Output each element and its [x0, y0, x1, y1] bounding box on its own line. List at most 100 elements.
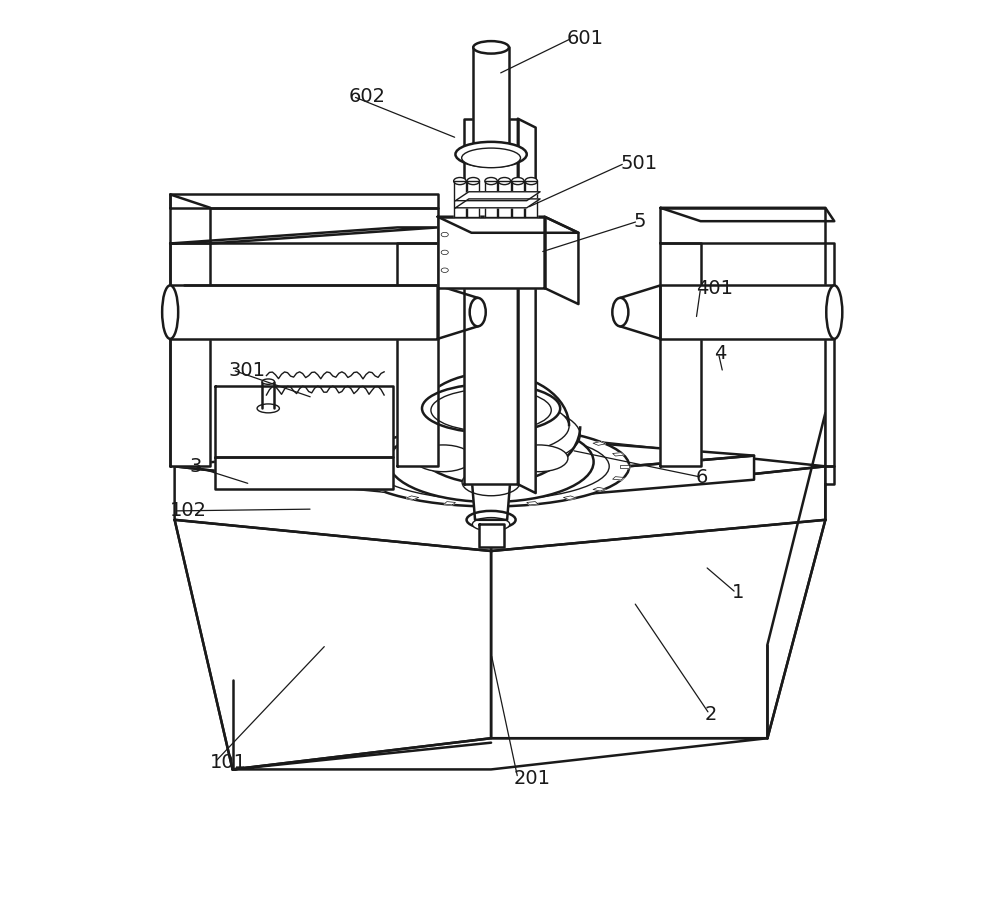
Text: 4: 4	[714, 344, 726, 362]
Polygon shape	[464, 118, 518, 484]
Polygon shape	[473, 48, 509, 154]
Polygon shape	[215, 386, 393, 457]
Ellipse shape	[471, 454, 511, 470]
Polygon shape	[660, 208, 834, 222]
Polygon shape	[620, 285, 660, 339]
Polygon shape	[491, 520, 825, 738]
Polygon shape	[444, 428, 455, 431]
Polygon shape	[438, 285, 478, 339]
Polygon shape	[487, 426, 496, 429]
Polygon shape	[455, 192, 540, 201]
Ellipse shape	[525, 178, 537, 185]
Polygon shape	[259, 435, 754, 478]
Polygon shape	[358, 476, 370, 480]
Ellipse shape	[389, 422, 594, 502]
Ellipse shape	[414, 445, 472, 472]
Polygon shape	[170, 243, 210, 466]
Polygon shape	[455, 199, 540, 208]
Ellipse shape	[462, 469, 520, 496]
Text: 102: 102	[170, 501, 207, 520]
Polygon shape	[563, 496, 576, 500]
Polygon shape	[660, 208, 825, 243]
Ellipse shape	[257, 404, 279, 413]
Text: 601: 601	[567, 29, 604, 48]
Polygon shape	[170, 228, 438, 243]
Polygon shape	[406, 496, 419, 500]
Ellipse shape	[485, 178, 497, 185]
Ellipse shape	[612, 298, 628, 327]
Polygon shape	[660, 243, 701, 466]
Text: 101: 101	[210, 753, 247, 771]
Text: 401: 401	[696, 279, 733, 298]
Text: 201: 201	[513, 769, 550, 788]
Text: 301: 301	[228, 361, 265, 379]
Polygon shape	[825, 243, 834, 466]
Polygon shape	[175, 466, 491, 551]
Polygon shape	[593, 487, 605, 491]
Text: 602: 602	[348, 87, 385, 106]
Ellipse shape	[413, 397, 569, 455]
Polygon shape	[377, 441, 389, 445]
Polygon shape	[767, 413, 825, 738]
Ellipse shape	[441, 268, 448, 273]
Ellipse shape	[422, 384, 560, 433]
Polygon shape	[487, 504, 496, 507]
Ellipse shape	[826, 285, 842, 339]
Polygon shape	[444, 501, 455, 505]
Text: 1: 1	[732, 583, 744, 603]
Ellipse shape	[441, 232, 448, 237]
Polygon shape	[175, 520, 491, 770]
Polygon shape	[175, 431, 825, 502]
Polygon shape	[471, 475, 511, 520]
Polygon shape	[170, 195, 438, 208]
Polygon shape	[527, 428, 538, 431]
Ellipse shape	[454, 178, 466, 185]
Polygon shape	[233, 738, 767, 770]
Ellipse shape	[431, 388, 551, 431]
Polygon shape	[825, 466, 834, 484]
Polygon shape	[454, 181, 466, 217]
Ellipse shape	[470, 298, 486, 327]
Ellipse shape	[473, 148, 509, 161]
Polygon shape	[512, 181, 524, 217]
Polygon shape	[527, 501, 538, 505]
Ellipse shape	[510, 445, 568, 472]
Polygon shape	[518, 118, 536, 493]
Ellipse shape	[455, 142, 527, 167]
Ellipse shape	[402, 402, 580, 468]
Polygon shape	[358, 453, 370, 456]
Polygon shape	[620, 465, 629, 467]
Ellipse shape	[478, 457, 504, 467]
Polygon shape	[438, 217, 545, 288]
Polygon shape	[563, 433, 576, 437]
Ellipse shape	[162, 285, 178, 339]
Ellipse shape	[473, 41, 509, 54]
Ellipse shape	[353, 426, 629, 507]
Polygon shape	[613, 476, 624, 480]
Ellipse shape	[462, 148, 521, 168]
Polygon shape	[406, 433, 419, 437]
Polygon shape	[353, 465, 362, 467]
Ellipse shape	[498, 178, 511, 185]
Ellipse shape	[512, 178, 524, 185]
Ellipse shape	[441, 250, 448, 255]
Polygon shape	[259, 456, 491, 502]
Ellipse shape	[373, 432, 609, 501]
Text: 6: 6	[696, 467, 708, 486]
Polygon shape	[377, 487, 389, 491]
Polygon shape	[525, 181, 537, 217]
Polygon shape	[491, 466, 825, 551]
Ellipse shape	[472, 518, 510, 531]
Polygon shape	[438, 217, 578, 232]
Polygon shape	[498, 181, 511, 217]
Polygon shape	[215, 457, 393, 489]
Text: 3: 3	[190, 457, 202, 475]
Ellipse shape	[467, 178, 479, 185]
Polygon shape	[397, 243, 438, 466]
Ellipse shape	[262, 379, 274, 384]
Polygon shape	[613, 453, 624, 456]
Text: 501: 501	[620, 153, 657, 173]
Text: 5: 5	[634, 212, 646, 231]
Polygon shape	[467, 181, 479, 217]
Ellipse shape	[467, 511, 516, 528]
